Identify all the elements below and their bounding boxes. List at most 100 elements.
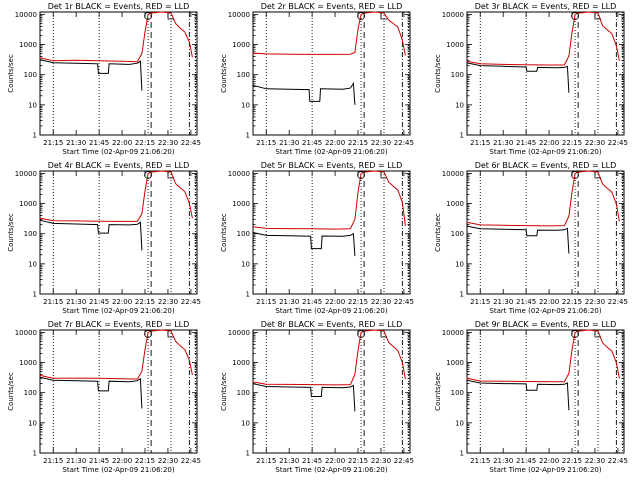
x-tick-label: 22:00 xyxy=(112,457,132,465)
y-tick-label: 10 xyxy=(241,419,250,427)
x-tick-label: 21:15 xyxy=(470,298,490,306)
panel-title: Det 9r BLACK = Events, RED = LLD xyxy=(475,320,617,329)
y-tick-label: 10 xyxy=(455,419,464,427)
y-axis-label: Counts/sec xyxy=(220,372,228,411)
y-tick-label: 1 xyxy=(33,450,37,458)
x-tick-label: 22:30 xyxy=(158,298,178,306)
y-tick-label: 10000 xyxy=(442,11,464,19)
x-tick-label: 21:30 xyxy=(279,139,299,147)
y-tick-label: 1 xyxy=(460,450,464,458)
y-axis-label: Counts/sec xyxy=(7,54,15,93)
x-tick-label: 21:30 xyxy=(279,457,299,465)
detector-panel: Det 4r BLACK = Events, RED = LLD 1 10 100 10… xyxy=(7,161,201,315)
series-line-events xyxy=(466,62,570,93)
bracket-marker xyxy=(380,331,388,338)
y-tick-label: 1000 xyxy=(446,200,464,208)
series-line-lld xyxy=(39,170,193,222)
y-tick-label: 1 xyxy=(460,291,464,299)
detector-panel: Det 2r BLACK = Events, RED = LLD 1 10 100 10… xyxy=(220,2,414,156)
x-axis-label: Start Time (02-Apr-09 21:06:20) xyxy=(62,148,174,156)
x-tick-label: 22:30 xyxy=(585,139,605,147)
x-tick-label: 22:00 xyxy=(112,298,132,306)
bracket-marker xyxy=(167,172,175,179)
x-tick-label: 22:45 xyxy=(608,457,628,465)
x-tick-label: 21:45 xyxy=(516,139,536,147)
series-line-events xyxy=(252,383,356,412)
x-tick-label: 22:15 xyxy=(135,457,155,465)
x-tick-label: 21:15 xyxy=(256,457,276,465)
x-tick-label: 21:30 xyxy=(66,298,86,306)
x-tick-label: 21:30 xyxy=(279,298,299,306)
x-tick-label: 22:45 xyxy=(608,298,628,306)
x-tick-label: 21:30 xyxy=(66,139,86,147)
y-tick-label: 100 xyxy=(24,230,37,238)
y-tick-label: 10 xyxy=(241,260,250,268)
y-tick-label: 1000 xyxy=(232,41,250,49)
x-tick-label: 21:15 xyxy=(43,298,63,306)
x-axis-label: Start Time (02-Apr-09 21:06:20) xyxy=(275,466,387,474)
bracket-marker xyxy=(380,172,388,179)
x-axis-label: Start Time (02-Apr-09 21:06:20) xyxy=(275,307,387,315)
y-tick-label: 10 xyxy=(28,419,37,427)
series-line-lld xyxy=(39,11,193,63)
y-tick-label: 100 xyxy=(24,389,37,397)
y-axis-label: Counts/sec xyxy=(220,213,228,252)
x-tick-label: 21:45 xyxy=(516,298,536,306)
series-line-lld xyxy=(466,329,620,383)
bracket-marker xyxy=(594,331,602,338)
x-tick-label: 21:15 xyxy=(43,457,63,465)
plot-frame xyxy=(252,11,411,136)
x-axis-label: Start Time (02-Apr-09 21:06:20) xyxy=(489,307,601,315)
x-tick-label: 22:45 xyxy=(181,139,201,147)
y-tick-label: 10000 xyxy=(228,329,250,337)
y-tick-label: 1000 xyxy=(19,41,37,49)
detector-panel: Det 6r BLACK = Events, RED = LLD 1 10 100 10… xyxy=(434,161,628,315)
x-tick-label: 22:15 xyxy=(562,298,582,306)
bracket-marker xyxy=(167,13,175,20)
x-tick-label: 21:45 xyxy=(89,139,109,147)
x-tick-label: 21:45 xyxy=(89,298,109,306)
panel-title: Det 2r BLACK = Events, RED = LLD xyxy=(261,2,403,11)
circle-marker xyxy=(571,12,579,20)
y-tick-label: 10 xyxy=(28,101,37,109)
x-tick-label: 21:45 xyxy=(302,457,322,465)
series-line-lld xyxy=(252,170,406,230)
y-tick-label: 100 xyxy=(24,71,37,79)
x-tick-label: 22:30 xyxy=(371,298,391,306)
y-tick-label: 1 xyxy=(33,132,37,140)
circle-marker xyxy=(571,171,579,179)
y-tick-label: 1 xyxy=(246,132,250,140)
detector-panel: Det 7r BLACK = Events, RED = LLD 1 10 100 10… xyxy=(7,320,201,474)
bracket-marker xyxy=(380,13,388,20)
y-tick-label: 1 xyxy=(33,291,37,299)
x-tick-label: 22:45 xyxy=(181,457,201,465)
x-tick-label: 22:45 xyxy=(608,139,628,147)
circle-marker xyxy=(144,330,152,338)
y-tick-label: 100 xyxy=(451,230,464,238)
x-tick-label: 21:15 xyxy=(470,457,490,465)
y-tick-label: 10000 xyxy=(15,11,37,19)
panel-title: Det 7r BLACK = Events, RED = LLD xyxy=(48,320,190,329)
y-tick-label: 10 xyxy=(241,101,250,109)
y-tick-label: 10000 xyxy=(442,170,464,178)
circle-marker xyxy=(571,330,579,338)
y-tick-label: 1000 xyxy=(232,359,250,367)
plot-frame xyxy=(466,170,625,295)
x-tick-label: 22:45 xyxy=(394,139,414,147)
panel-title: Det 4r BLACK = Events, RED = LLD xyxy=(48,161,190,170)
x-tick-label: 22:15 xyxy=(562,139,582,147)
x-tick-label: 22:00 xyxy=(539,457,559,465)
circle-marker xyxy=(357,171,365,179)
x-tick-label: 21:15 xyxy=(470,139,490,147)
plot-frame xyxy=(39,170,198,295)
x-tick-label: 22:00 xyxy=(112,139,132,147)
y-tick-label: 1 xyxy=(246,291,250,299)
detector-panel: Det 8r BLACK = Events, RED = LLD 1 10 100 10… xyxy=(220,320,414,474)
series-line-events xyxy=(252,81,356,105)
x-tick-label: 22:00 xyxy=(539,139,559,147)
plot-frame xyxy=(466,11,625,136)
x-tick-label: 22:30 xyxy=(371,139,391,147)
plot-frame xyxy=(252,170,411,295)
detector-panel: Det 5r BLACK = Events, RED = LLD 1 10 100 10… xyxy=(220,161,414,315)
x-tick-label: 22:30 xyxy=(371,457,391,465)
